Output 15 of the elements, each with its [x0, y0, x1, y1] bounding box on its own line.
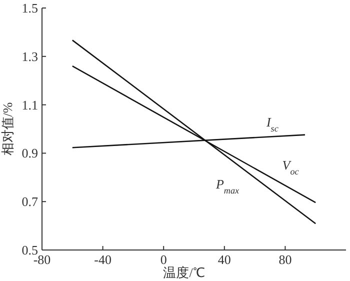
- x-tick-label: -40: [94, 252, 112, 267]
- series-label: V$_{oc}$: [282, 157, 299, 176]
- y-tick-label: 1.5: [22, 0, 38, 16]
- x-axis-title: 温度/℃: [163, 265, 205, 280]
- x-tick-label: 40: [218, 252, 231, 267]
- y-tick-label: 1.3: [22, 48, 38, 64]
- y-tick-label: 1.1: [22, 97, 38, 112]
- x-tick-label: 0: [160, 252, 167, 267]
- y-tick-label: 0.9: [22, 146, 38, 161]
- y-tick-label: 0.5: [22, 242, 38, 258]
- x-tick-label: 80: [278, 252, 292, 267]
- series-label: I$_{sc}$: [265, 114, 278, 134]
- y-tick-label: 0.7: [22, 194, 38, 210]
- series-label: P$_{max}$: [214, 176, 240, 196]
- y-axis-title: 相对值/%: [0, 102, 15, 156]
